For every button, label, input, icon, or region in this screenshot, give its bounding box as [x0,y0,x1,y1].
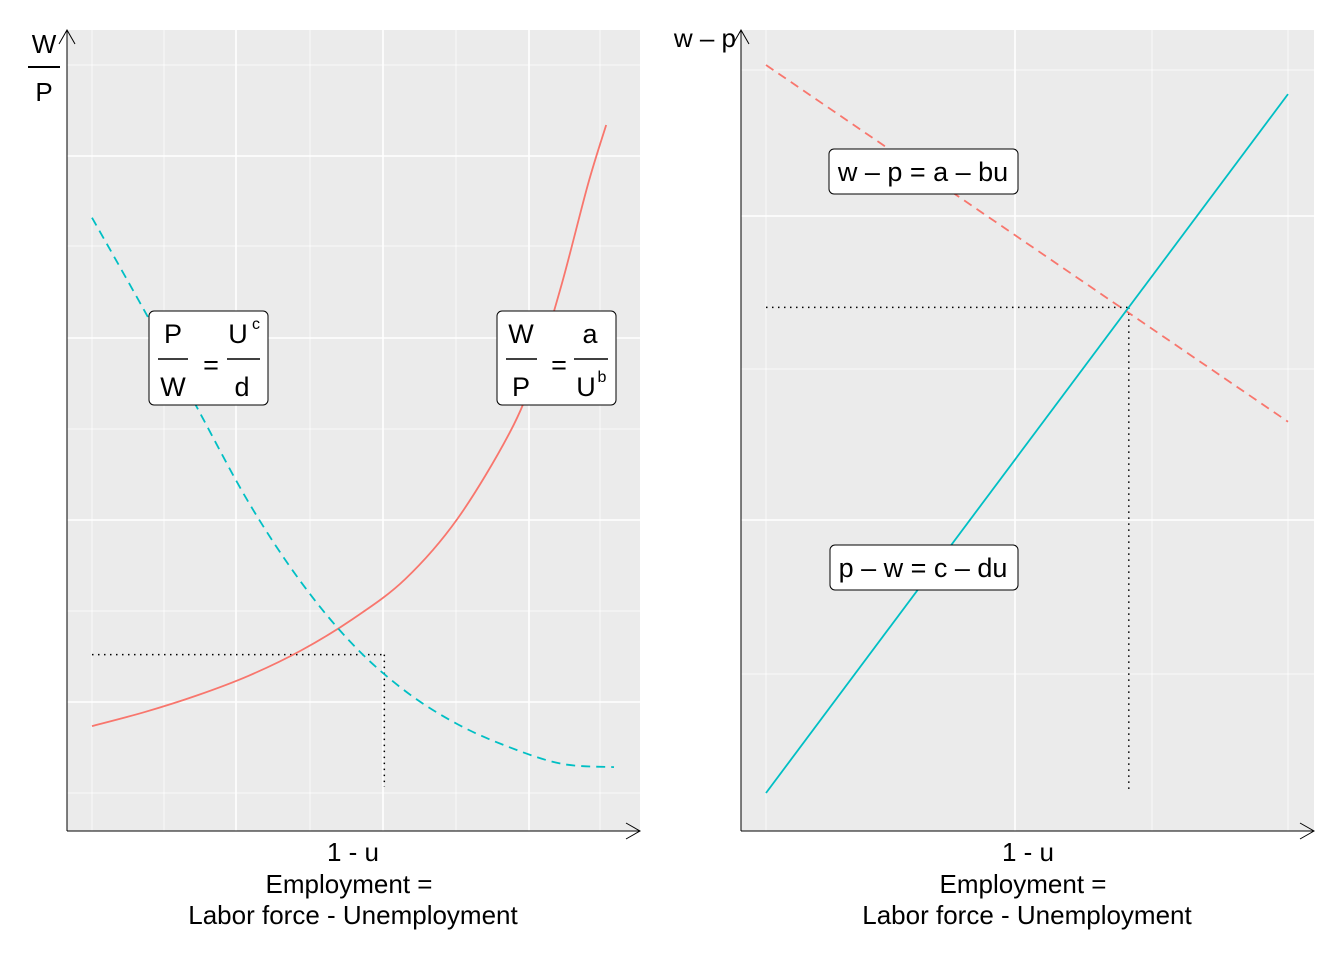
right-x-axis-label: 1 - u Employment = Labor force - Unemplo… [862,837,1192,930]
ps-equals: = [203,350,219,380]
ws-num-right: a [582,319,598,349]
right-price-setting-curve [765,93,1289,794]
left-ylabel-denominator: P [35,77,52,107]
right-intersection-guides [766,306,1130,793]
right-price-setting-label-text: p – w = c – du [839,553,1008,583]
price-setting-label-box [148,310,269,406]
right-wage-setting-curve [765,64,1289,423]
wage-setting-label-box [496,310,617,406]
left-chart-panel: W P 1 - u Employment = Labor force - Une… [28,28,642,930]
left-axes [58,28,642,840]
right-y-axis-label: w – p [673,23,736,53]
right-y-axis-arrow [732,28,750,45]
ws-den-right: U [576,372,596,402]
ws-den-left: P [512,372,530,402]
ps-den-left: W [160,372,186,402]
right-price-setting-equation-label: p – w = c – du [829,544,1019,591]
left-wage-setting-curve [91,124,608,727]
left-y-axis-arrow [58,28,76,45]
right-gridlines [741,30,1314,831]
right-xlabel-line-3: Labor force - Unemployment [862,900,1192,930]
left-xlabel-line-3: Labor force - Unemployment [188,900,518,930]
right-xlabel-line-2: Employment = [940,869,1107,899]
ws-den-right-sup: b [598,369,607,386]
ps-den-right: d [234,372,249,402]
right-xlabel-line-1: 1 - u [1002,837,1054,867]
right-price-setting-label-box [829,544,1019,591]
ps-num-left: P [164,319,182,349]
right-series-group [765,64,1289,794]
ps-num-right: U [228,319,248,349]
wage-setting-equation-label: W P = a U b [496,310,617,406]
right-chart-panel: w – p 1 - u Employment = Labor force - U… [673,23,1316,930]
right-wage-setting-equation-label: w – p = a – bu [828,148,1019,195]
left-xlabel-line-2: Employment = [266,869,433,899]
right-wage-setting-label-text: w – p = a – bu [837,157,1008,187]
ws-num-left: W [508,319,534,349]
left-ylabel-numerator: W [32,29,57,59]
left-x-axis-arrow [625,822,642,840]
left-plot-background [67,30,640,831]
right-wage-setting-label-box [828,148,1019,195]
price-setting-equation-label: P W = U c d [148,310,269,406]
ws-equals: = [551,350,567,380]
right-x-axis-arrow [1299,822,1316,840]
left-xlabel-line-1: 1 - u [327,837,379,867]
right-axes [732,28,1316,840]
left-x-axis-label: 1 - u Employment = Labor force - Unemplo… [188,837,518,930]
left-gridlines [67,30,640,831]
left-intersection-guides [92,653,386,787]
ps-num-right-sup: c [252,316,260,333]
left-y-axis-label: W P [28,29,60,107]
